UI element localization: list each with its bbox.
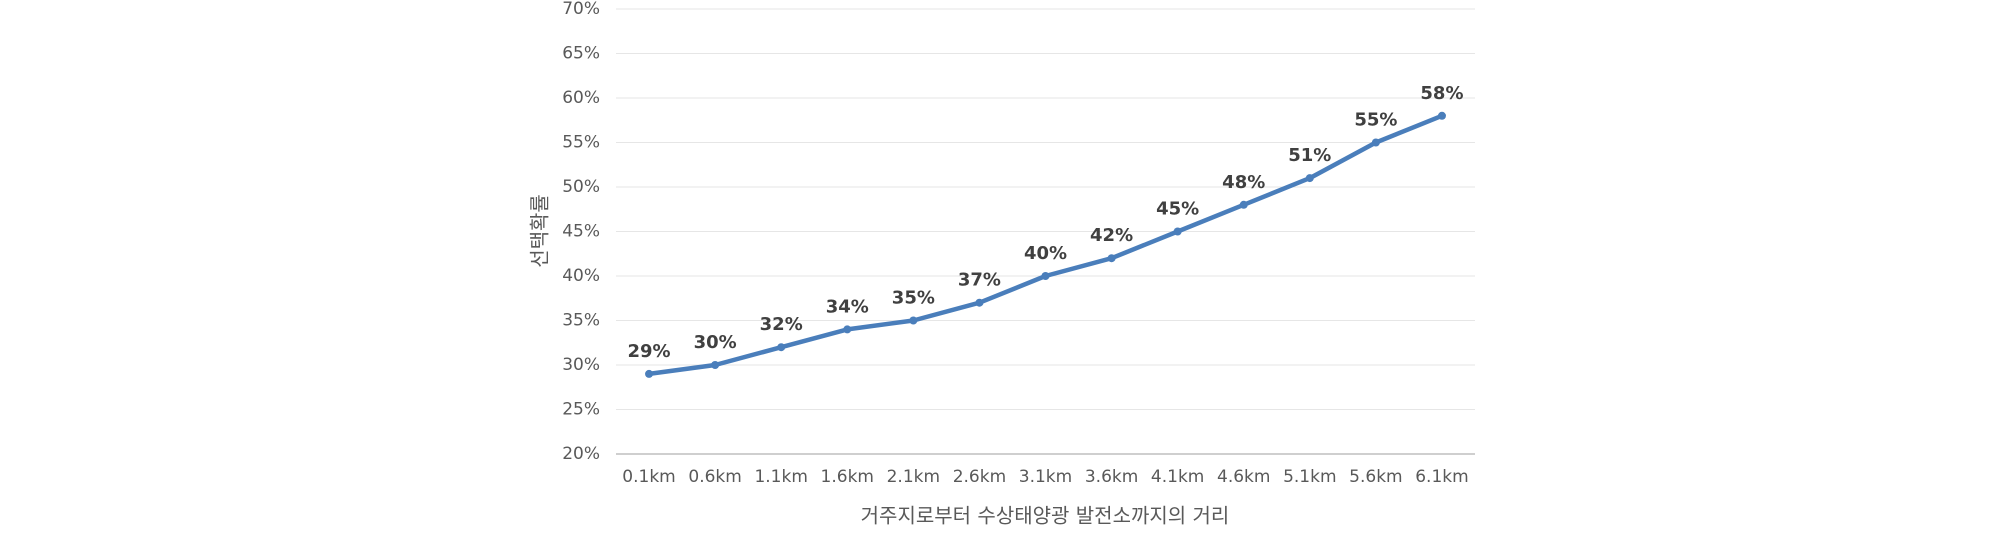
marker: [1173, 227, 1182, 236]
y-axis-title: 선택확률: [528, 194, 552, 268]
x-tick-label: 3.6km: [1085, 467, 1138, 487]
data-label: 32%: [760, 314, 803, 335]
data-label: 40%: [1024, 243, 1067, 264]
data-label: 35%: [892, 288, 935, 309]
data-label: 37%: [958, 270, 1001, 291]
marker: [909, 316, 918, 325]
x-tick-label: 5.1km: [1283, 467, 1336, 487]
data-label: 48%: [1222, 172, 1265, 193]
marker: [777, 343, 786, 352]
marker: [1437, 111, 1446, 120]
y-tick-label: 55%: [562, 133, 600, 153]
x-tick-label: 5.6km: [1349, 467, 1402, 487]
x-tick-label: 4.6km: [1217, 467, 1270, 487]
y-tick-label: 20%: [562, 444, 600, 464]
marker: [645, 369, 654, 378]
x-tick-label: 3.1km: [1019, 467, 1072, 487]
x-axis-title: 거주지로부터 수상태양광 발전소까지의 거리: [861, 504, 1230, 528]
marker: [1239, 200, 1248, 209]
x-tick-label: 2.6km: [953, 467, 1006, 487]
y-tick-label: 70%: [562, 0, 600, 19]
data-label: 55%: [1354, 110, 1397, 131]
marker: [843, 325, 852, 334]
x-tick-label: 1.1km: [754, 467, 807, 487]
data-label: 30%: [694, 332, 737, 353]
data-label: 58%: [1420, 83, 1463, 104]
y-tick-label: 25%: [562, 400, 600, 420]
y-tick-label: 40%: [562, 266, 600, 286]
x-tick-label: 2.1km: [887, 467, 940, 487]
y-tick-label: 60%: [562, 88, 600, 108]
x-tick-label: 1.6km: [821, 467, 874, 487]
marker: [1371, 138, 1380, 147]
marker: [1041, 272, 1050, 280]
data-label: 45%: [1156, 199, 1199, 220]
marker: [711, 361, 720, 369]
x-tick-label: 4.1km: [1151, 467, 1204, 487]
x-tick-label: 6.1km: [1415, 467, 1468, 487]
data-label: 29%: [627, 341, 670, 362]
data-label: 51%: [1288, 145, 1331, 166]
marker: [1305, 174, 1314, 183]
data-label: 34%: [826, 296, 869, 317]
marker: [975, 298, 984, 307]
y-tick-label: 65%: [562, 44, 600, 64]
y-tick-label: 30%: [562, 355, 600, 375]
y-tick-label: 50%: [562, 177, 600, 197]
y-tick-label: 45%: [562, 222, 600, 242]
x-tick-label: 0.1km: [622, 467, 675, 487]
x-tick-label: 0.6km: [688, 467, 741, 487]
y-tick-label: 35%: [562, 311, 600, 331]
marker: [1107, 254, 1116, 263]
data-label: 42%: [1090, 225, 1133, 246]
